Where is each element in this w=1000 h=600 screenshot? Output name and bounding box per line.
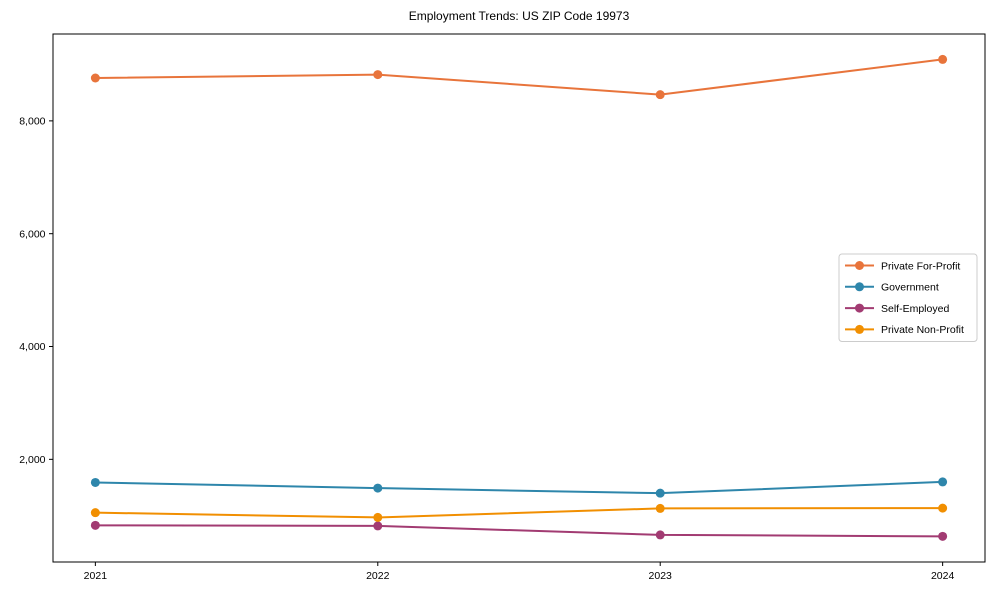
data-point-self-employed-2022 (373, 521, 383, 531)
legend-marker-icon (855, 324, 864, 334)
data-point-government-2024 (938, 477, 948, 487)
y-axis-tick-label: 4,000 (19, 341, 45, 353)
data-point-self-employed-2021 (90, 520, 100, 530)
data-point-self-employed-2024 (938, 531, 948, 541)
legend-box (838, 253, 978, 342)
series-line-private-non-profit (94, 507, 944, 519)
data-point-private-non-profit-2022 (373, 512, 383, 522)
y-axis-tick-label: 2,000 (19, 454, 45, 466)
legend-marker-icon (855, 282, 864, 292)
series-line-government (94, 480, 944, 495)
legend-marker-icon (855, 303, 864, 313)
data-point-government-2022 (373, 483, 383, 493)
data-point-private-non-profit-2023 (655, 503, 665, 513)
legend-item-label: Private Non-Profit (881, 324, 964, 336)
data-point-private-for-profit-2023 (655, 90, 665, 100)
legend-item-label: Private For-Profit (881, 260, 960, 272)
data-point-private-for-profit-2021 (90, 73, 100, 83)
x-axis-tick-label: 2023 (649, 570, 673, 582)
legend-item-label: Government (881, 282, 939, 294)
series-line-private-for-profit (94, 58, 944, 96)
data-point-government-2023 (655, 488, 665, 498)
data-point-private-non-profit-2021 (90, 508, 100, 518)
data-point-government-2021 (90, 477, 100, 487)
chart-title: Employment Trends: US ZIP Code 19973 (408, 9, 630, 23)
y-axis-tick-label: 6,000 (19, 228, 45, 240)
data-point-private-for-profit-2024 (938, 54, 948, 64)
data-point-private-for-profit-2022 (373, 70, 383, 80)
x-axis-tick-label: 2021 (84, 570, 108, 582)
plot-frame (52, 33, 986, 563)
legend-marker-icon (855, 261, 864, 270)
series-line-self-employed (94, 524, 944, 538)
y-axis-tick-label: 8,000 (19, 116, 45, 128)
x-axis-tick-label: 2024 (931, 570, 955, 582)
x-axis-tick-label: 2022 (366, 570, 390, 582)
data-point-self-employed-2023 (655, 530, 665, 540)
data-point-private-non-profit-2024 (938, 503, 948, 513)
legend-item-label: Self-Employed (881, 303, 949, 315)
